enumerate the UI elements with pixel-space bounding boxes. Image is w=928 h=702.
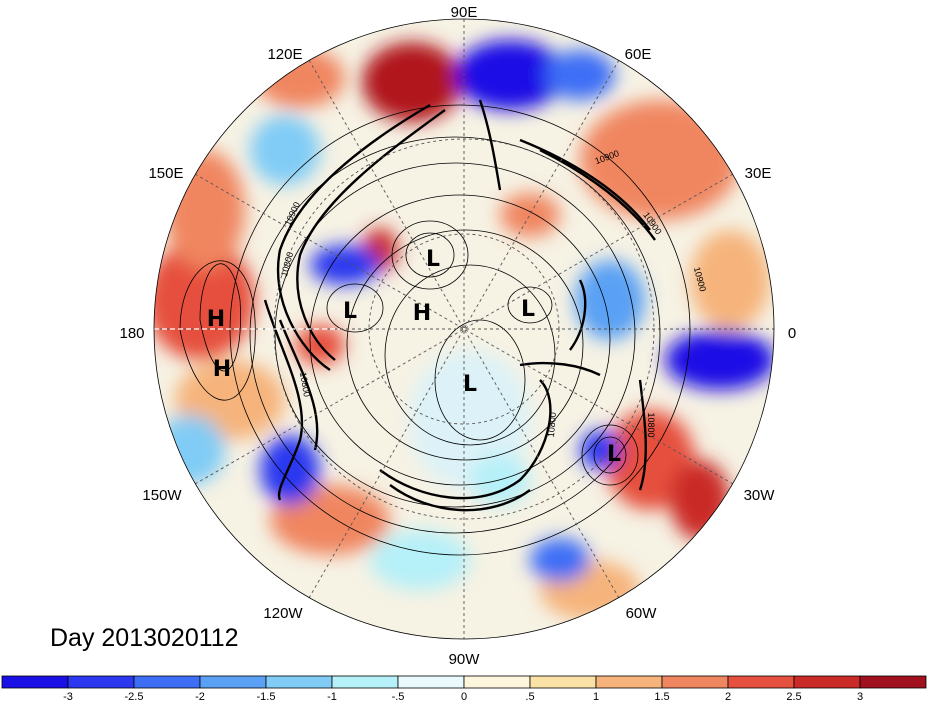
- colorbar-swatch: [67, 675, 135, 689]
- cool-anomaly: [455, 40, 565, 110]
- longitude-label: 60W: [626, 605, 658, 622]
- warm-anomaly: [580, 100, 740, 220]
- longitude-labels: 90E 60E 30E 0 30W 60W 90W 120W 150W 180 150E 120E: [119, 4, 796, 668]
- longitude-label: 90W: [449, 651, 481, 668]
- colorbar-tick-label: 2.5: [786, 691, 801, 702]
- longitude-label: 30E: [745, 165, 772, 182]
- warm-anomaly: [690, 230, 770, 330]
- longitude-label: 60E: [625, 46, 652, 63]
- thick-contours: [263, 99, 656, 512]
- colorbar-swatch: [859, 675, 927, 689]
- warm-anomaly: [362, 42, 462, 122]
- cool-anomaly: [260, 435, 320, 505]
- colorbar-tick-label: 0: [461, 691, 467, 702]
- graticule: [154, 19, 774, 639]
- colorbar-swatch: [793, 675, 861, 689]
- longitude-label: 0: [788, 325, 796, 342]
- low-center-2: L: [343, 299, 357, 324]
- colorbar-swatch: [331, 675, 399, 689]
- longitude-label: 150W: [142, 487, 182, 504]
- colorbar-swatch: [463, 675, 531, 689]
- colorbar-swatch: [1, 675, 69, 689]
- colorbar-swatch: [727, 675, 795, 689]
- colorbar-tick-label: -1: [327, 691, 337, 702]
- colorbar-tick-label: .5: [525, 691, 534, 702]
- cool-anomaly: [545, 50, 615, 100]
- high-center-1: H: [413, 301, 431, 326]
- colorbar-tick-label: 2: [725, 691, 731, 702]
- colorbar: -3 -2.5 -2 -1.5 -1 -.5 0 .5 1 1.5 2 2.5 3: [1, 675, 927, 702]
- low-center-5: L: [607, 442, 621, 467]
- colorbar-swatch: [529, 675, 597, 689]
- colorbar-tick-label: -3: [63, 691, 73, 702]
- low-center-1: L: [426, 247, 440, 272]
- colorbar-swatch: [661, 675, 729, 689]
- cool-anomaly: [310, 245, 380, 285]
- cool-anomaly: [530, 538, 590, 582]
- colorbar-tick-label: 1.5: [654, 691, 669, 702]
- contour-value-label: 10800: [298, 371, 312, 397]
- colorbar-tick-label: -2.5: [125, 691, 144, 702]
- colorbar-swatch: [133, 675, 201, 689]
- colorbar-swatch: [199, 675, 267, 689]
- cool-anomaly: [250, 115, 320, 185]
- map-disk: [154, 19, 774, 639]
- cool-anomaly: [370, 530, 470, 590]
- colorbar-tick-label: -2: [195, 691, 205, 702]
- cool-anomaly: [575, 260, 645, 340]
- longitude-label: 120W: [263, 605, 303, 622]
- longitude-label: 30W: [744, 487, 776, 504]
- colorbar-tick-label: 1: [593, 691, 599, 702]
- cool-anomaly: [665, 330, 774, 390]
- cool-anomaly: [580, 430, 620, 470]
- date-label: Day 2013020112: [50, 624, 239, 652]
- colorbar-swatch: [595, 675, 663, 689]
- colorbar-tick-label: 3: [857, 691, 863, 702]
- longitude-label: 90E: [451, 4, 478, 21]
- colorbar-swatch: [397, 675, 465, 689]
- high-center-2: H: [207, 307, 225, 332]
- high-center-3: H: [213, 357, 231, 382]
- longitude-label: 150E: [148, 165, 183, 182]
- colorbar-swatch: [265, 675, 333, 689]
- anomaly-shading: [154, 40, 774, 620]
- warm-anomaly: [154, 240, 255, 360]
- warm-anomaly: [500, 193, 560, 237]
- longitude-label: 180: [119, 325, 144, 342]
- contour-value-label: 10800: [646, 412, 656, 437]
- low-center-4: L: [463, 372, 477, 397]
- map-border: [153, 18, 775, 640]
- colorbar-tick-label: -.5: [392, 691, 405, 702]
- warm-anomaly: [670, 460, 730, 540]
- height-contours: [179, 104, 691, 556]
- low-center-3: L: [521, 297, 535, 322]
- colorbar-tick-label: -1.5: [257, 691, 276, 702]
- longitude-label: 120E: [267, 46, 302, 63]
- contour-value-label: 10800: [546, 412, 558, 438]
